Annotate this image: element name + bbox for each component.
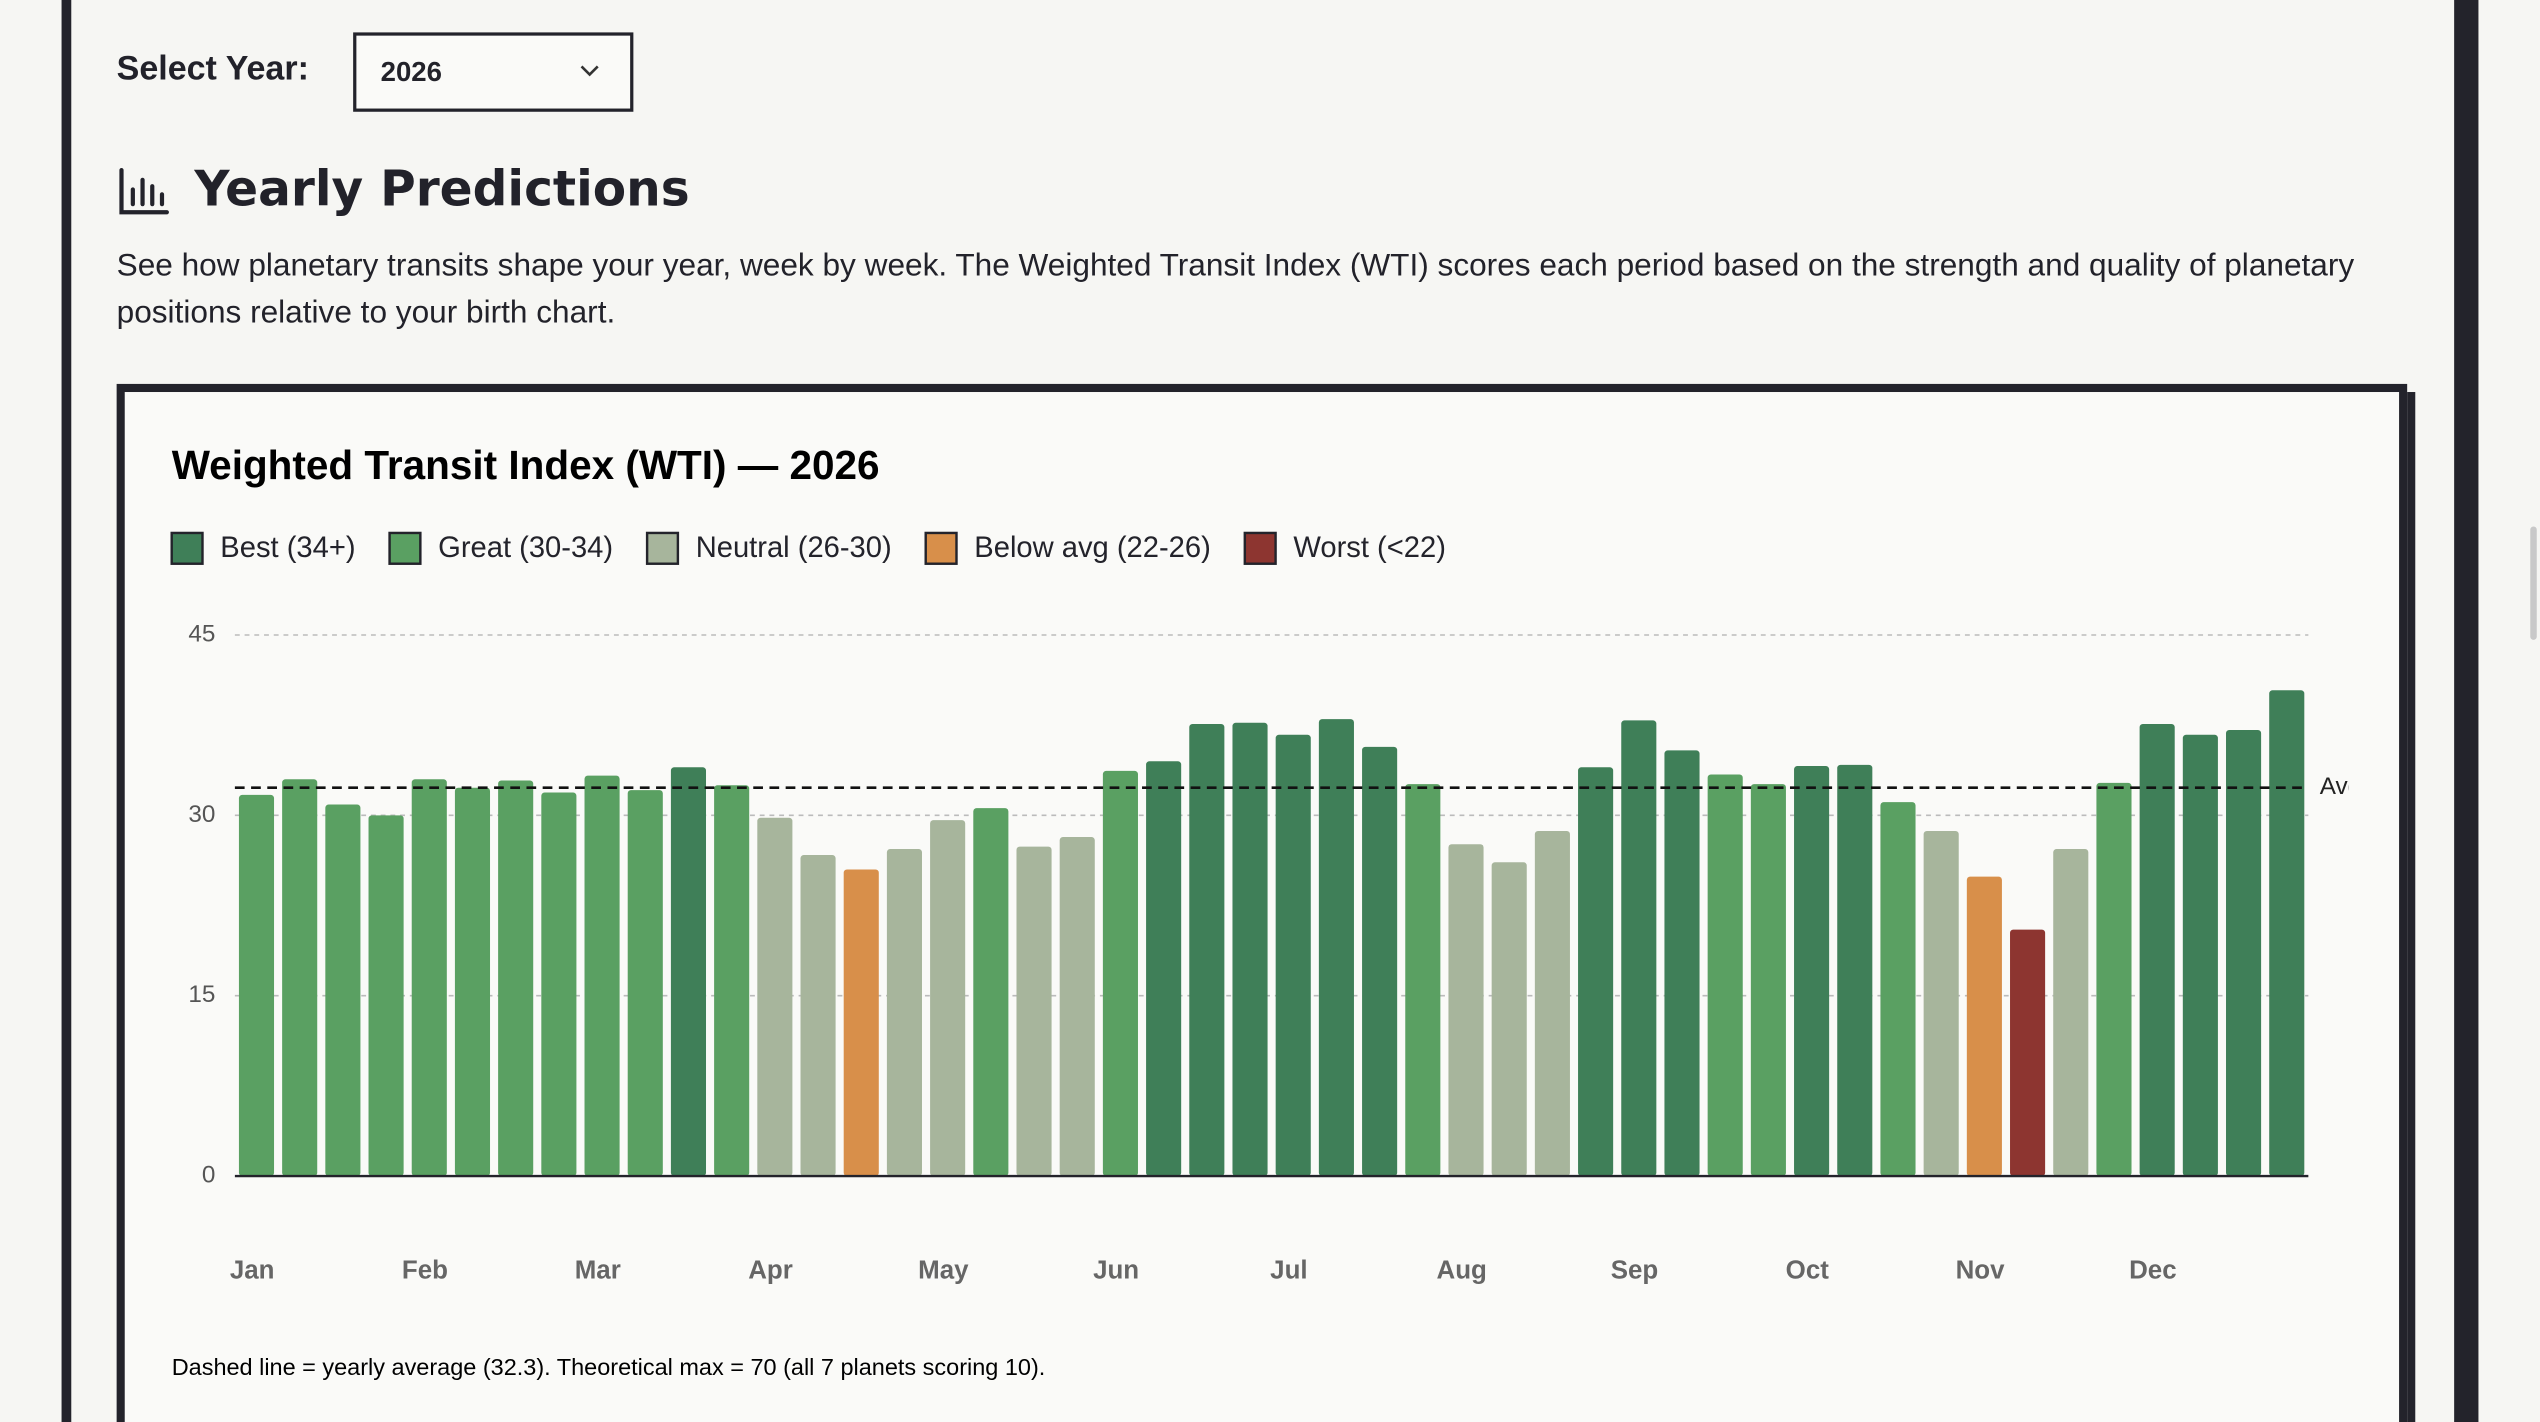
bar (886, 849, 922, 1177)
bar (843, 869, 879, 1177)
scrollbar[interactable] (2530, 526, 2537, 640)
bar (541, 792, 577, 1177)
select-value: 2026 (380, 56, 442, 88)
y-tick-label: 45 (188, 620, 215, 647)
chevron-icon (580, 65, 599, 77)
x-tick-label: May (918, 1256, 969, 1284)
x-tick-label: Jan (230, 1256, 275, 1284)
bar (325, 804, 361, 1177)
bar (1146, 761, 1182, 1177)
bar (670, 767, 707, 1177)
legend-swatch (388, 531, 422, 565)
bar (1880, 802, 1916, 1177)
bar (1275, 734, 1311, 1177)
bar (368, 815, 404, 1177)
bar (1102, 770, 1138, 1177)
bar (1189, 723, 1225, 1177)
bar (1491, 862, 1527, 1177)
bar (1707, 774, 1743, 1177)
bar (1923, 830, 1959, 1177)
section-description: See how planetary transits shape your ye… (116, 247, 2355, 331)
bar (238, 794, 275, 1177)
bar (2269, 690, 2305, 1177)
bar (2096, 782, 2132, 1177)
bar (1534, 830, 1570, 1177)
bar (757, 817, 793, 1177)
bar (1837, 764, 1873, 1177)
chart-title: Weighted Transit Index (WTI) — 2026 (172, 442, 880, 488)
bar (800, 855, 836, 1177)
x-tick-label: Oct (1786, 1256, 1830, 1284)
bar (1016, 846, 1052, 1177)
bar (1794, 766, 1830, 1177)
select-label: Select Year: (116, 50, 309, 88)
legend-swatch (170, 531, 204, 565)
legend-swatch (1243, 531, 1277, 565)
legend-swatch (924, 531, 958, 565)
bar (714, 785, 750, 1177)
bar (1966, 876, 2002, 1177)
bar (1750, 784, 1786, 1177)
x-tick-label: Jun (1093, 1256, 1139, 1284)
bar (1621, 720, 1657, 1177)
x-tick-label: Sep (1611, 1256, 1659, 1284)
bar (973, 808, 1009, 1177)
bar (2226, 729, 2262, 1177)
y-tick-label: 0 (202, 1161, 216, 1188)
bar (282, 779, 318, 1177)
section-title: Yearly Predictions (194, 161, 690, 219)
legend-swatch (645, 531, 680, 565)
bar (930, 820, 966, 1177)
bar (2053, 849, 2089, 1177)
year-select[interactable]: 2026 (353, 32, 634, 112)
bar (1059, 836, 1095, 1177)
bar (1578, 767, 1614, 1177)
legend-label: Below avg (22-26) (974, 532, 1210, 564)
bar (1448, 844, 1484, 1177)
x-tick-label: Feb (402, 1256, 448, 1284)
x-tick-label: Mar (575, 1256, 621, 1284)
frame-border (61, 0, 72, 1422)
bar (2139, 723, 2175, 1177)
bar (627, 790, 663, 1177)
legend-label: Neutral (26-30) (696, 532, 892, 564)
bar (2010, 929, 2046, 1177)
bar (2182, 734, 2218, 1177)
frame-border (2454, 0, 2479, 1422)
bar (584, 775, 620, 1177)
x-tick-label: Apr (748, 1256, 793, 1284)
y-tick-label: 30 (188, 801, 215, 828)
footnote: Dashed line = yearly average (32.3). The… (172, 1354, 1046, 1380)
chart-icon (119, 167, 169, 215)
bar (1405, 784, 1441, 1177)
y-tick-label: 15 (188, 981, 215, 1008)
legend-label: Best (34+) (220, 532, 355, 564)
x-tick-label: Jul (1270, 1256, 1307, 1284)
x-tick-label: Dec (2129, 1256, 2177, 1284)
legend-label: Great (30-34) (438, 532, 613, 564)
average-label: Avg (2320, 773, 2361, 800)
legend-label: Worst (<22) (1293, 532, 1445, 564)
bar (1318, 719, 1354, 1177)
bar (454, 787, 491, 1177)
bar (1664, 750, 1700, 1177)
bar (498, 780, 534, 1177)
bar (1362, 746, 1398, 1177)
x-tick-label: Aug (1437, 1256, 1487, 1284)
x-tick-label: Nov (1956, 1256, 2006, 1284)
bar (411, 779, 447, 1177)
bar (1232, 722, 1268, 1177)
